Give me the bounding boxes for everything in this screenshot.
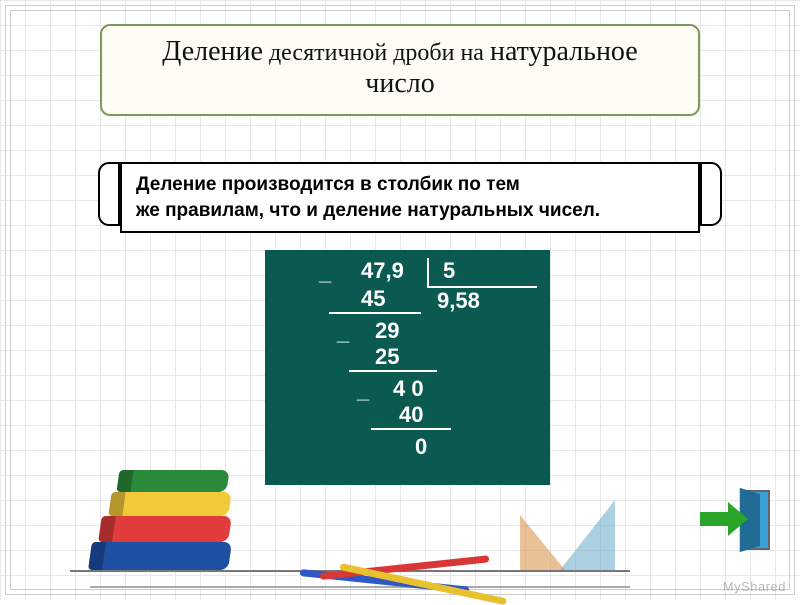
title-line-1: Деление десятичной дроби на натуральное bbox=[126, 36, 674, 68]
set-square-blue bbox=[560, 500, 615, 570]
title-word-1: Деление bbox=[162, 36, 263, 67]
arrow-head-icon bbox=[728, 502, 748, 536]
divisor: 5 bbox=[443, 258, 455, 284]
remainder: 0 bbox=[415, 434, 427, 460]
s2-line bbox=[349, 370, 437, 372]
rule-line-2: же правилам, что и деление натуральных ч… bbox=[136, 198, 684, 224]
desk-illustration bbox=[0, 480, 800, 600]
div-vline bbox=[427, 258, 429, 286]
arrow-icon bbox=[700, 512, 730, 526]
exit-button[interactable] bbox=[700, 490, 770, 550]
book-red bbox=[98, 516, 232, 542]
quotient: 9,58 bbox=[437, 288, 480, 314]
s2-sub: 25 bbox=[375, 344, 399, 370]
book-yellow bbox=[108, 492, 231, 516]
set-square-orange bbox=[520, 515, 565, 570]
s1-line bbox=[329, 312, 421, 314]
minus-2: _ bbox=[337, 320, 349, 346]
title-line-2: число bbox=[126, 68, 674, 100]
s3-bring: 4 0 bbox=[393, 376, 424, 402]
rule-scroll: Деление производится в столбик по тем же… bbox=[120, 162, 700, 233]
scroll-cap-left bbox=[98, 162, 120, 226]
book-green bbox=[116, 470, 229, 492]
minus-3: _ bbox=[357, 378, 369, 404]
title-word-3: натуральное bbox=[490, 36, 638, 67]
s3-line bbox=[371, 428, 451, 430]
rule-line-1: Деление производится в столбик по тем bbox=[136, 172, 684, 198]
watermark: MyShared bbox=[723, 579, 786, 594]
title-box: Деление десятичной дроби на натуральное … bbox=[100, 24, 700, 116]
rule-text: Деление производится в столбик по тем же… bbox=[120, 162, 700, 233]
book-blue bbox=[88, 542, 232, 570]
minus-1: _ bbox=[319, 260, 331, 286]
scroll-cap-right bbox=[700, 162, 722, 226]
s3-sub: 40 bbox=[399, 402, 423, 428]
s1-sub: 45 bbox=[361, 286, 385, 312]
title-word-2: десятичной дроби на bbox=[269, 40, 484, 66]
desk-edge-2 bbox=[90, 586, 630, 588]
s2-bring: 29 bbox=[375, 318, 399, 344]
chalkboard: _ 47,9 5 9,58 45 _ 29 25 _ 4 0 40 0 bbox=[265, 250, 550, 485]
dividend: 47,9 bbox=[361, 258, 404, 284]
